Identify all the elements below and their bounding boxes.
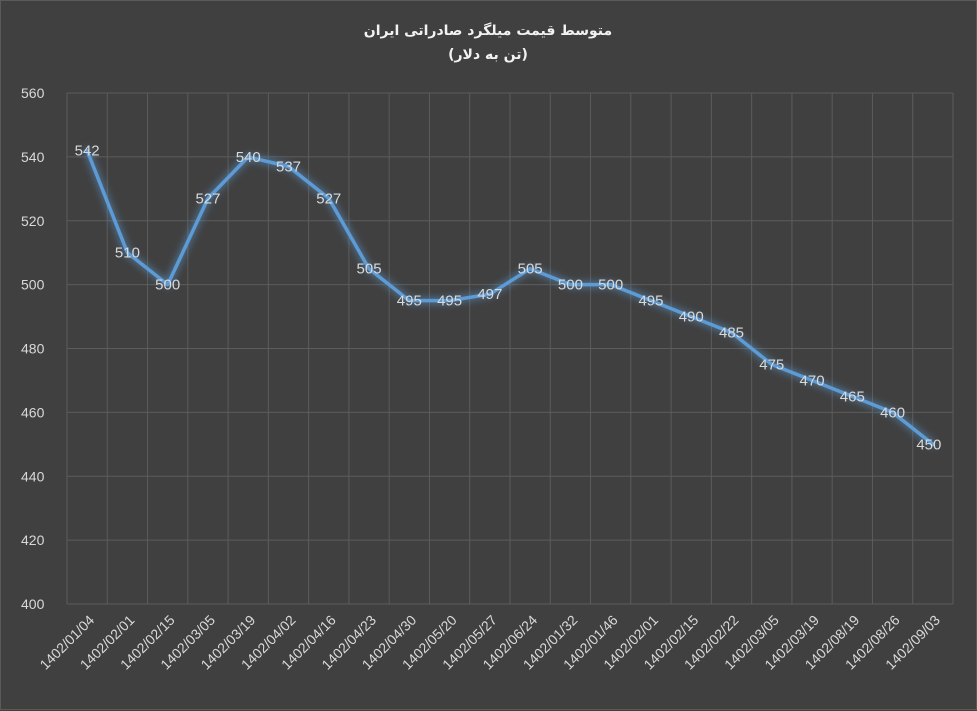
data-label: 465 (840, 388, 865, 405)
data-label: 470 (800, 372, 825, 389)
data-label: 495 (638, 293, 663, 310)
y-tick-label: 560 (21, 85, 45, 101)
data-label: 505 (357, 261, 382, 278)
data-label: 495 (397, 293, 422, 310)
data-label: 490 (679, 309, 704, 326)
chart-title: متوسط قیمت میلگرد صادراتی ایران (364, 22, 612, 39)
y-tick-label: 520 (21, 213, 45, 229)
data-label: 450 (916, 436, 941, 453)
y-tick-label: 480 (21, 341, 45, 357)
chart-subtitle: (تن به دلار) (448, 47, 528, 63)
data-label: 500 (558, 277, 583, 294)
y-tick-label: 500 (21, 277, 45, 293)
data-label: 505 (518, 261, 543, 278)
data-label: 542 (75, 142, 100, 159)
data-label: 527 (316, 190, 341, 207)
data-label: 485 (719, 325, 744, 342)
y-tick-label: 400 (21, 596, 45, 612)
data-label: 475 (759, 356, 784, 373)
series-line (85, 148, 935, 447)
data-label: 495 (437, 293, 462, 310)
data-label: 500 (598, 277, 623, 294)
y-tick-label: 420 (21, 532, 45, 548)
gridlines (66, 92, 954, 605)
data-label: 527 (195, 190, 220, 207)
y-tick-label: 440 (21, 468, 45, 484)
data-label: 497 (477, 286, 502, 303)
series-line-group (85, 148, 935, 447)
data-label: 510 (115, 245, 140, 262)
y-axis-ticks: 560 540 520 500 480 460 440 420 400 (21, 85, 45, 612)
data-labels: 542 510 500 527 540 537 527 505 495 495 497 505 500 5… (75, 142, 942, 453)
y-tick-label: 540 (21, 149, 45, 165)
data-label: 460 (880, 404, 905, 421)
data-label: 540 (236, 149, 261, 166)
x-axis-ticks: 1402/01/041402/02/011402/02/151402/03/05… (36, 612, 943, 673)
y-tick-label: 460 (21, 404, 45, 420)
data-label: 537 (276, 158, 301, 175)
data-label: 500 (155, 277, 180, 294)
